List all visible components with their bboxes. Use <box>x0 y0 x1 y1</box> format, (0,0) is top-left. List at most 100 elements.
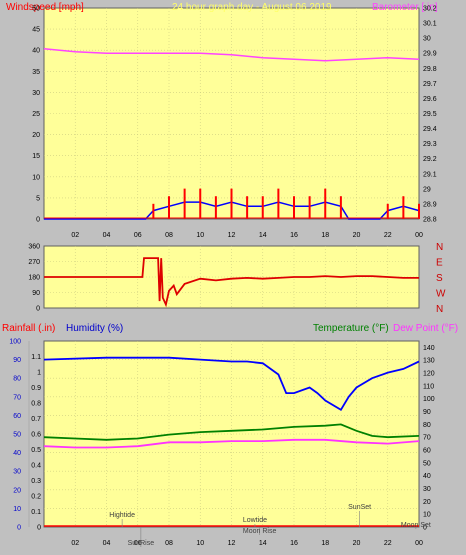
dewpoint-line <box>43 438 420 449</box>
barometer-tick-label: 29.7 <box>423 81 437 88</box>
barometer-tick-label: 29.2 <box>423 156 437 163</box>
windspeed-tick-label: 25 <box>32 111 40 118</box>
hour-tick-label: 22 <box>384 540 392 547</box>
temperature-tick-label: 40 <box>423 473 431 480</box>
hour-tick-label: 10 <box>196 232 204 239</box>
rainfall-tick-label: 1 <box>37 370 41 377</box>
compass-label: E <box>436 258 443 269</box>
temperature-tick-label: 70 <box>423 435 431 442</box>
event-label: Moon Set <box>401 522 431 529</box>
temperature-tick-label: 80 <box>423 422 431 429</box>
hour-tick-label: 22 <box>384 232 392 239</box>
temperature-axis-title: Temperature (°F) <box>313 323 389 334</box>
temperature-line <box>43 423 420 441</box>
event-label: Lowtide <box>243 517 267 524</box>
humidity-tick-label: 20 <box>13 487 21 494</box>
hour-tick-label: 12 <box>228 540 236 547</box>
hour-tick-label: 18 <box>321 540 329 547</box>
humidity-tick-label: 70 <box>13 394 21 401</box>
humidity-tick-label: 40 <box>13 450 21 457</box>
windspeed-tick-label: 30 <box>32 90 40 97</box>
rainfall-tick-label: 0 <box>37 525 41 532</box>
rainfall-axis-title: Rainfall (.in) <box>2 323 55 334</box>
humidity-tick-label: 10 <box>13 506 21 513</box>
temperature-tick-label: 90 <box>423 409 431 416</box>
hour-tick-label: 08 <box>165 540 173 547</box>
hour-tick-label: 14 <box>259 232 267 239</box>
barometer-tick-label: 28.9 <box>423 201 437 208</box>
barometer-tick-label: 29.8 <box>423 66 437 73</box>
hour-tick-label: 02 <box>71 232 79 239</box>
temperature-tick-label: 130 <box>423 358 435 365</box>
compass-label: S <box>436 273 443 284</box>
windspeed-tick-label: 10 <box>32 174 40 181</box>
windspeed-axis-title: Windspeed [mph] <box>6 2 84 13</box>
barometer-axis-title: Barometer [.in] <box>372 2 438 13</box>
barometer-tick-label: 30.2 <box>423 6 437 13</box>
humidity-tick-label: 50 <box>13 432 21 439</box>
graph-title: 24 hour graph day - August 06 2019 <box>172 2 332 13</box>
barometer-tick-label: 28.8 <box>423 217 437 224</box>
temperature-tick-label: 10 <box>423 512 431 519</box>
windspeed-tick-label: 5 <box>36 195 40 202</box>
temperature-tick-label: 110 <box>423 383 434 390</box>
hour-tick-label: 06 <box>134 540 142 547</box>
temperature-tick-label: 100 <box>423 396 435 403</box>
windspeed-tick-label: 40 <box>32 48 40 55</box>
direction-tick-label: 180 <box>28 275 40 282</box>
rainfall-tick-label: 0.2 <box>31 494 41 501</box>
windspeed-tick-label: 20 <box>32 132 40 139</box>
compass-label: N <box>436 242 443 253</box>
hour-tick-label: 16 <box>290 232 298 239</box>
rainfall-tick-label: 0.5 <box>31 447 41 454</box>
temperature-tick-label: 60 <box>423 448 431 455</box>
temperature-tick-label: 0 <box>423 525 427 532</box>
windspeed-tick-label: 50 <box>32 6 40 13</box>
event-label: SunSet <box>348 504 371 511</box>
humidity-tick-label: 30 <box>13 469 21 476</box>
barometer-tick-label: 29.5 <box>423 111 437 118</box>
hour-tick-label: 16 <box>290 540 298 547</box>
event-label: SunRise <box>128 540 155 547</box>
compass-label: N <box>436 304 443 315</box>
rainfall-tick-label: 0.3 <box>31 478 41 485</box>
barometer-tick-label: 29.6 <box>423 96 437 103</box>
hour-tick-label: 06 <box>134 232 142 239</box>
hour-tick-label: 00 <box>415 540 423 547</box>
windspeed-tick-label: 45 <box>32 27 40 34</box>
temperature-tick-label: 30 <box>423 486 431 493</box>
humidity-tick-label: 80 <box>13 376 21 383</box>
compass-label: W <box>436 289 446 300</box>
rainfall-tick-label: 0.4 <box>31 463 41 470</box>
hour-tick-label: 12 <box>228 232 236 239</box>
windspeed-avg-line <box>44 201 420 220</box>
hour-tick-label: 10 <box>196 540 204 547</box>
windspeed-tick-label: 35 <box>32 69 40 76</box>
temperature-tick-label: 120 <box>423 371 435 378</box>
barometer-tick-label: 29.9 <box>423 51 437 58</box>
hour-tick-label: 02 <box>71 540 79 547</box>
rainfall-tick-label: 0.8 <box>31 401 41 408</box>
hour-tick-label: 04 <box>103 540 111 547</box>
rainfall-tick-label: 0.6 <box>31 432 41 439</box>
event-label: Moon Rise <box>243 528 277 535</box>
barometer-tick-label: 29.3 <box>423 141 437 148</box>
direction-tick-label: 90 <box>32 290 40 297</box>
direction-line <box>44 257 419 308</box>
rainfall-tick-label: 0.9 <box>31 385 41 392</box>
humidity-tick-label: 90 <box>13 357 21 364</box>
humidity-tick-label: 100 <box>9 339 21 346</box>
barometer-tick-label: 29.1 <box>423 171 437 178</box>
hour-tick-label: 08 <box>165 232 173 239</box>
hour-tick-label: 20 <box>353 540 361 547</box>
barometer-tick-label: 29.4 <box>423 126 437 133</box>
rainfall-tick-label: 0.7 <box>31 416 41 423</box>
direction-tick-label: 0 <box>36 306 40 313</box>
temperature-tick-label: 50 <box>423 460 431 467</box>
humidity-axis-title: Humidity (%) <box>66 323 123 334</box>
dewpoint-axis-title: Dew Point (°F) <box>393 323 458 334</box>
windspeed-tick-label: 15 <box>32 153 40 160</box>
barometer-line <box>43 47 420 62</box>
direction-tick-label: 270 <box>28 259 40 266</box>
